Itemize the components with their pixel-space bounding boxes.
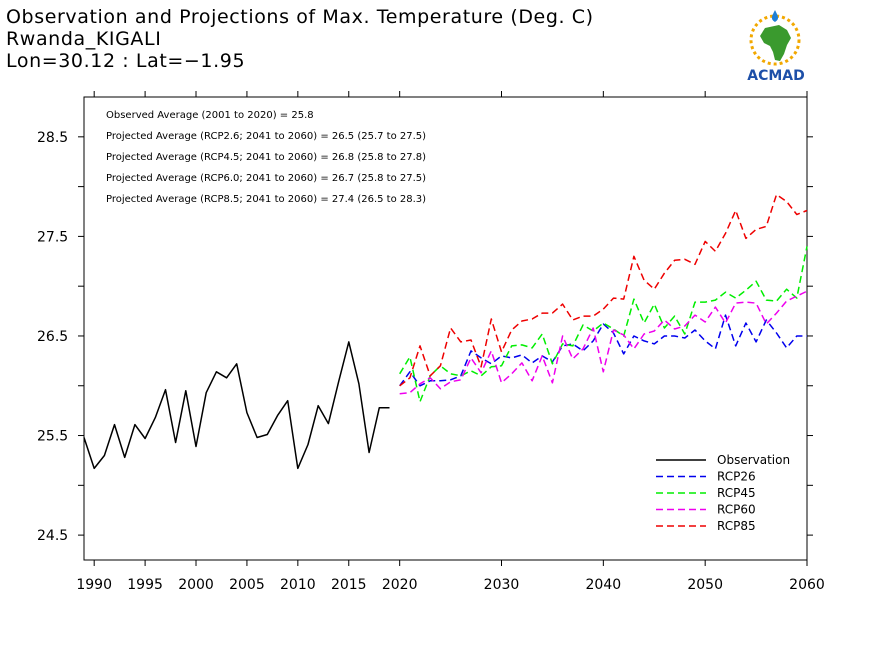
tick-marks bbox=[78, 91, 813, 566]
x-tick-label: 2040 bbox=[586, 577, 622, 593]
legend-label: Observation bbox=[717, 453, 790, 467]
africa-map-icon bbox=[760, 25, 791, 61]
x-tick-label: 2020 bbox=[382, 577, 418, 593]
series-lines bbox=[83, 193, 808, 470]
annotation-line: Observed Average (2001 to 2020) = 25.8 bbox=[106, 110, 314, 121]
series-line-rcp85 bbox=[399, 193, 808, 387]
sun-icon bbox=[749, 14, 801, 66]
station-coordinates: Lon=30.12 : Lat=−1.95 bbox=[6, 50, 246, 72]
acmad-logo: ACMAD bbox=[747, 10, 805, 84]
x-tick-label: 2010 bbox=[280, 577, 316, 593]
tick-labels: 1990 1995 2000 2005 2010 2015 2020 2030 2040 2050… bbox=[37, 130, 825, 593]
series-line-observation bbox=[83, 341, 390, 470]
annotation-line: Projected Average (RCP4.5; 2041 to 2060)… bbox=[106, 152, 426, 163]
x-tick-label: 2015 bbox=[331, 577, 367, 593]
y-tick-label: 25.5 bbox=[37, 429, 68, 445]
series-line-rcp26 bbox=[399, 314, 807, 387]
annotation-line: Projected Average (RCP8.5; 2041 to 2060)… bbox=[106, 194, 426, 205]
legend-label: RCP60 bbox=[717, 503, 756, 517]
chart-title: Observation and Projections of Max. Temp… bbox=[6, 6, 594, 28]
plot-frame bbox=[83, 96, 808, 561]
x-tick-label: 2000 bbox=[178, 577, 214, 593]
raindrop-icon bbox=[771, 10, 779, 22]
y-tick-label: 27.5 bbox=[37, 229, 68, 245]
x-tick-label: 2030 bbox=[484, 577, 520, 593]
legend-label: RCP26 bbox=[717, 470, 756, 484]
series-line-rcp45 bbox=[399, 246, 808, 403]
x-tick-label: 1990 bbox=[76, 577, 112, 593]
station-name: Rwanda_KIGALI bbox=[6, 28, 162, 50]
annotation-line: Projected Average (RCP2.6; 2041 to 2060)… bbox=[106, 131, 426, 142]
series-line-rcp60 bbox=[399, 290, 808, 395]
legend: Observation RCP26 RCP45 RCP60 RCP85 bbox=[656, 453, 790, 533]
logo-text: ACMAD bbox=[747, 68, 805, 84]
legend-label: RCP85 bbox=[717, 519, 756, 533]
annotation-line: Projected Average (RCP6.0; 2041 to 2060)… bbox=[106, 173, 426, 184]
y-tick-label: 28.5 bbox=[37, 130, 68, 146]
x-tick-label: 2005 bbox=[229, 577, 265, 593]
y-tick-label: 26.5 bbox=[37, 329, 68, 345]
x-tick-label: 1995 bbox=[127, 577, 163, 593]
y-tick-label: 24.5 bbox=[37, 528, 68, 544]
x-tick-label: 2060 bbox=[789, 577, 825, 593]
title-block: Observation and Projections of Max. Temp… bbox=[6, 6, 594, 72]
x-tick-label: 2050 bbox=[687, 577, 723, 593]
annotations: Observed Average (2001 to 2020) = 25.8 Pr… bbox=[106, 110, 426, 205]
legend-label: RCP45 bbox=[717, 486, 756, 500]
